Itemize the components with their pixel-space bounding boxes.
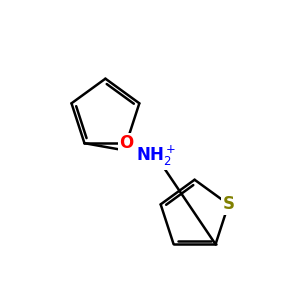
Text: NH$_2^+$: NH$_2^+$ [136,144,176,168]
Text: S: S [223,195,235,213]
Text: O: O [119,134,134,152]
